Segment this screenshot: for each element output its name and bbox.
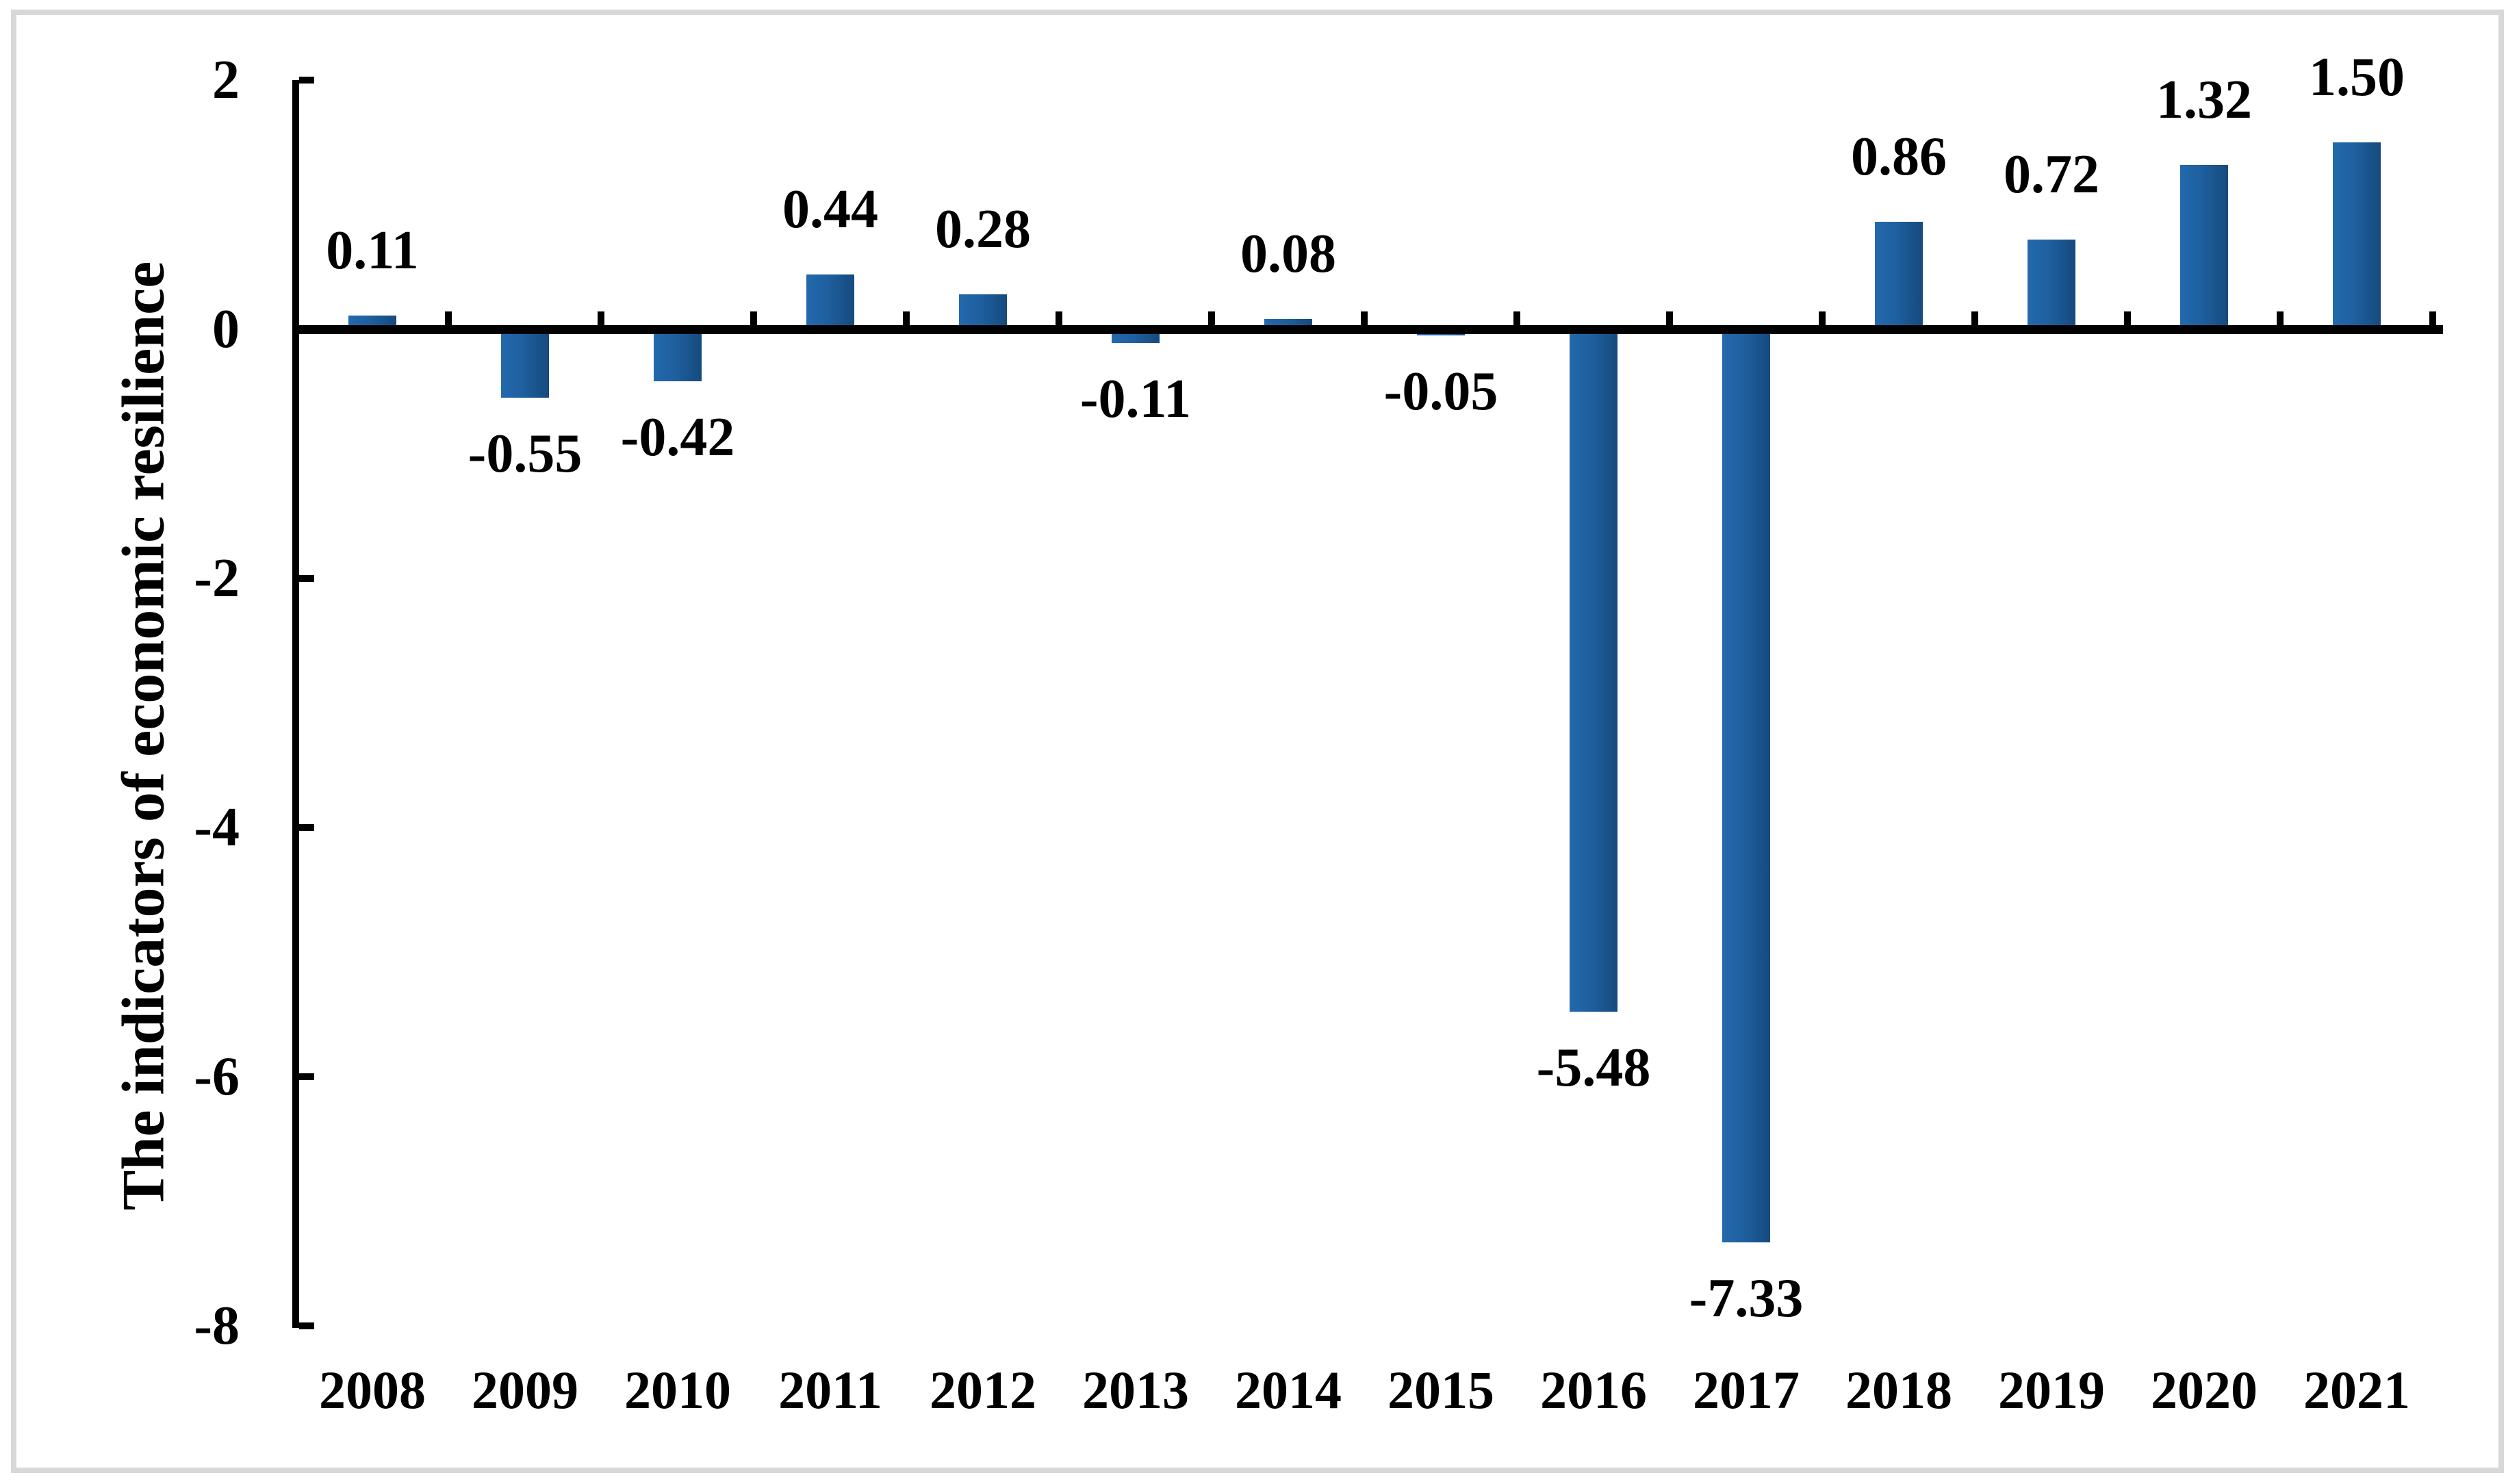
y-axis-tick	[299, 824, 314, 831]
x-axis-tick	[598, 311, 604, 325]
x-axis-tick	[2124, 311, 2131, 325]
bar-value-label: 1.32	[2156, 70, 2252, 130]
y-axis-tick-label: 2	[212, 50, 240, 110]
y-axis-tick-label: -4	[194, 797, 240, 858]
y-axis-title: The indicators of economic resilience	[110, 261, 177, 1211]
x-axis-tick	[1361, 311, 1368, 325]
bar-2021	[2333, 142, 2381, 329]
bar-value-label: 0.11	[326, 220, 419, 281]
y-axis-tick-label: -2	[194, 548, 240, 609]
bar-value-label: -5.48	[1536, 1038, 1651, 1098]
bar-2018	[1875, 222, 1923, 329]
bar-2012	[959, 294, 1007, 329]
bar-2011	[806, 274, 854, 329]
bar-value-label: 0.72	[2004, 144, 2099, 205]
y-axis-tick	[299, 1322, 314, 1329]
bar-2019	[2028, 240, 2075, 329]
x-axis-category-label: 2021	[2303, 1360, 2410, 1420]
y-axis-tick-label: -8	[194, 1296, 240, 1356]
bar-2017	[1722, 329, 1770, 1242]
x-axis-tick	[1666, 311, 1673, 325]
bar-2009	[501, 329, 549, 398]
x-axis-tick	[1971, 311, 1978, 325]
bar-value-label: -7.33	[1689, 1268, 1804, 1329]
y-axis-line	[292, 80, 299, 1328]
x-axis-category-label: 2016	[1540, 1360, 1647, 1420]
x-axis-category-label: 2015	[1388, 1360, 1494, 1420]
y-axis-tick-label: 0	[212, 299, 240, 359]
y-axis-tick	[299, 1073, 314, 1080]
x-axis-category-label: 2018	[1845, 1360, 1952, 1420]
bar-value-label: 0.86	[1851, 127, 1947, 187]
bar-value-label: -0.55	[468, 424, 583, 484]
figure-border	[11, 10, 2504, 1473]
bar-value-label: 0.28	[935, 199, 1031, 259]
x-axis-tick	[1513, 311, 1520, 325]
bar-2020	[2180, 165, 2228, 329]
x-axis-category-label: 2012	[930, 1360, 1036, 1420]
bar-value-label: 0.44	[782, 179, 878, 240]
y-axis-tick-label: -6	[194, 1047, 240, 1107]
x-axis-category-label: 2009	[472, 1360, 578, 1420]
x-axis-tick	[903, 311, 910, 325]
x-axis-category-label: 2013	[1082, 1360, 1189, 1420]
x-axis-tick	[445, 311, 452, 325]
x-axis-category-label: 2011	[778, 1360, 882, 1420]
x-axis-category-label: 2019	[1998, 1360, 2105, 1420]
bar-value-label: 1.50	[2309, 47, 2405, 107]
x-axis-category-label: 2014	[1235, 1360, 1342, 1420]
bar-2010	[654, 329, 702, 381]
bar-value-label: -0.42	[620, 407, 735, 468]
x-axis-category-label: 2020	[2151, 1360, 2258, 1420]
y-axis-tick	[299, 77, 314, 84]
x-axis-tick	[1056, 311, 1062, 325]
x-axis-category-label: 2010	[624, 1360, 731, 1420]
x-axis-category-label: 2017	[1693, 1360, 1800, 1420]
bar-2016	[1570, 329, 1617, 1012]
x-axis-tick	[750, 311, 757, 325]
bar-value-label: -0.05	[1383, 361, 1498, 422]
x-axis-category-label: 2008	[319, 1360, 426, 1420]
x-axis-tick	[1208, 311, 1215, 325]
x-axis-tick	[2277, 311, 2284, 325]
x-axis-tick	[2429, 311, 2436, 325]
x-axis-tick	[1819, 311, 1826, 325]
bar-value-label: -0.11	[1079, 369, 1192, 429]
x-axis-line	[292, 325, 2443, 334]
bar-value-label: 0.08	[1240, 224, 1336, 284]
y-axis-tick	[299, 575, 314, 582]
